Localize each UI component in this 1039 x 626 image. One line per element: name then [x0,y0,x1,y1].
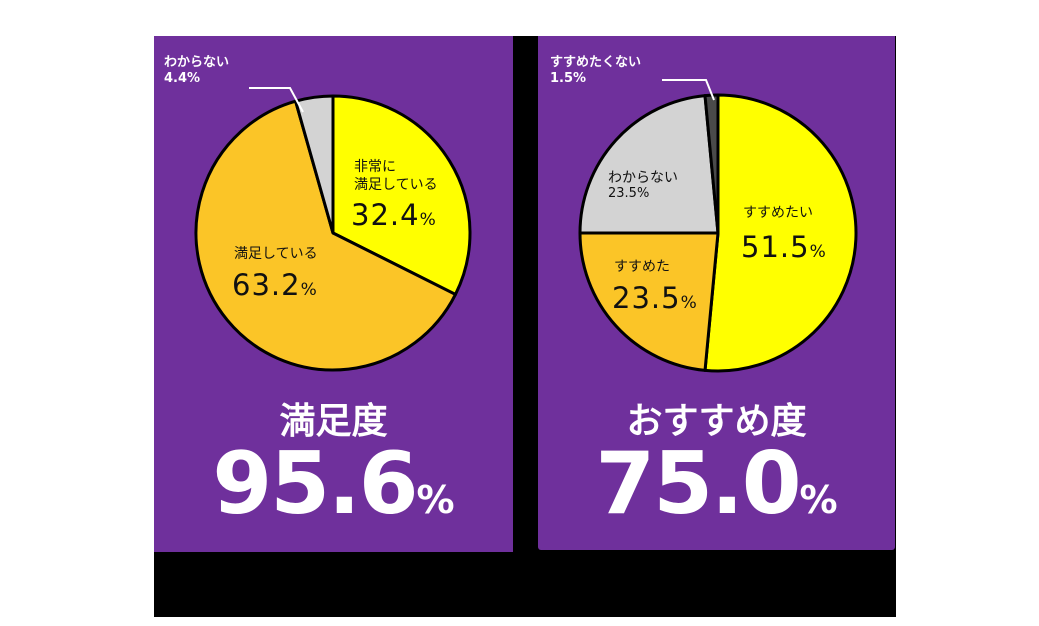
leader-line [249,87,304,113]
recommend-value: 51.5% [741,232,827,267]
satisfied-unit: % [300,280,318,300]
pie-slice [194,99,457,372]
pie-slice [331,94,472,296]
satisfied-value: 63.2% [232,270,318,305]
pie-slice [578,94,720,235]
satisfaction-total: 95.6% [154,434,513,534]
pie-slice [578,231,720,372]
unknown-slice-text: わからない 23.5% [608,170,678,202]
very-satisfied-label-line2: 満足している [354,177,438,193]
not-recommend-callout: すすめたくない 1.5% [550,55,641,87]
recommend-number: 51.5 [741,230,810,264]
recommendation-total-number: 75.0 [595,434,801,534]
satisfaction-total-number: 95.6 [212,434,418,534]
very-satisfied-number: 32.4 [351,198,420,232]
recommended-label: すすめた [614,259,670,275]
not-recommend-value: 1.5% [550,71,587,86]
recommendation-total: 75.0% [538,434,895,534]
leader-line [662,79,715,101]
not-recommend-label: すすめたくない [550,55,642,70]
satisfaction-title: 満足度 [279,401,388,442]
very-satisfied-value: 32.4% [351,200,437,235]
recommended-number: 23.5 [612,281,681,315]
satisfaction-total-unit: % [416,478,455,522]
satisfied-label: 満足している [234,246,318,262]
unknown-slice-value: 23.5% [608,186,650,201]
recommendation-panel: すすめたくない 1.5% わからない 23.5% すすめたい 51.5% すすめ… [538,36,895,550]
recommendation-total-unit: % [799,478,838,522]
unknown-slice-label: わからない [608,170,678,186]
pie-slice [703,93,858,373]
unknown-value: 4.4% [164,71,201,86]
satisfied-number: 63.2 [232,268,301,302]
unknown-callout: わからない 4.4% [164,55,229,87]
recommend-label: すすめたい [743,205,813,221]
recommended-unit: % [680,293,698,313]
recommendation-title: おすすめ度 [626,401,807,442]
satisfaction-pie-chart [194,87,472,372]
recommend-unit: % [809,242,827,262]
pie-slice [294,94,335,235]
recommended-value: 23.5% [612,283,698,318]
unknown-label: わからない [164,55,230,70]
recommendation-pie-chart [578,79,858,373]
satisfaction-panel: わからない 4.4% 非常に 満足している 32.4% 満足している 63.2%… [154,36,513,552]
very-satisfied-unit: % [419,210,437,230]
very-satisfied-label: 非常に 満足している [354,158,438,194]
very-satisfied-label-line1: 非常に [354,159,396,175]
